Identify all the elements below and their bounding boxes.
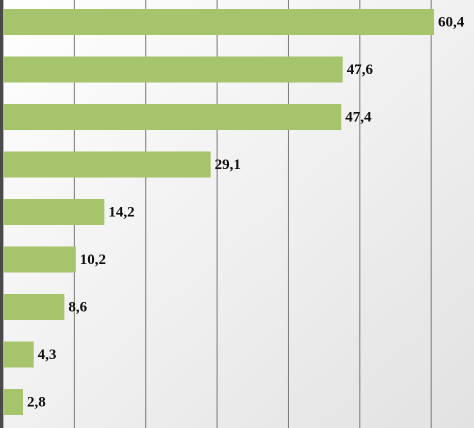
- bar: [3, 294, 65, 320]
- data-label: 10,2: [80, 252, 106, 268]
- data-label: 47,6: [347, 62, 374, 78]
- bar: [3, 246, 76, 273]
- bar: [3, 104, 342, 130]
- data-label: 29,1: [215, 157, 241, 173]
- bars: 60,4 47,6 47,4 29,1 14,2 10,2 8,6 4,3 2,8: [3, 9, 465, 415]
- data-label: 8,6: [68, 299, 87, 315]
- bar: [3, 199, 105, 225]
- bar: [3, 9, 435, 35]
- data-label: 4,3: [38, 347, 57, 363]
- axis-line: [0, 0, 3, 428]
- bar: [3, 56, 343, 83]
- bar: [3, 389, 23, 415]
- bar: [3, 151, 211, 178]
- data-label: 60,4: [438, 14, 465, 30]
- data-label: 2,8: [27, 394, 46, 410]
- data-label: 47,4: [345, 109, 372, 125]
- data-label: 14,2: [108, 204, 134, 220]
- bar: [3, 341, 34, 368]
